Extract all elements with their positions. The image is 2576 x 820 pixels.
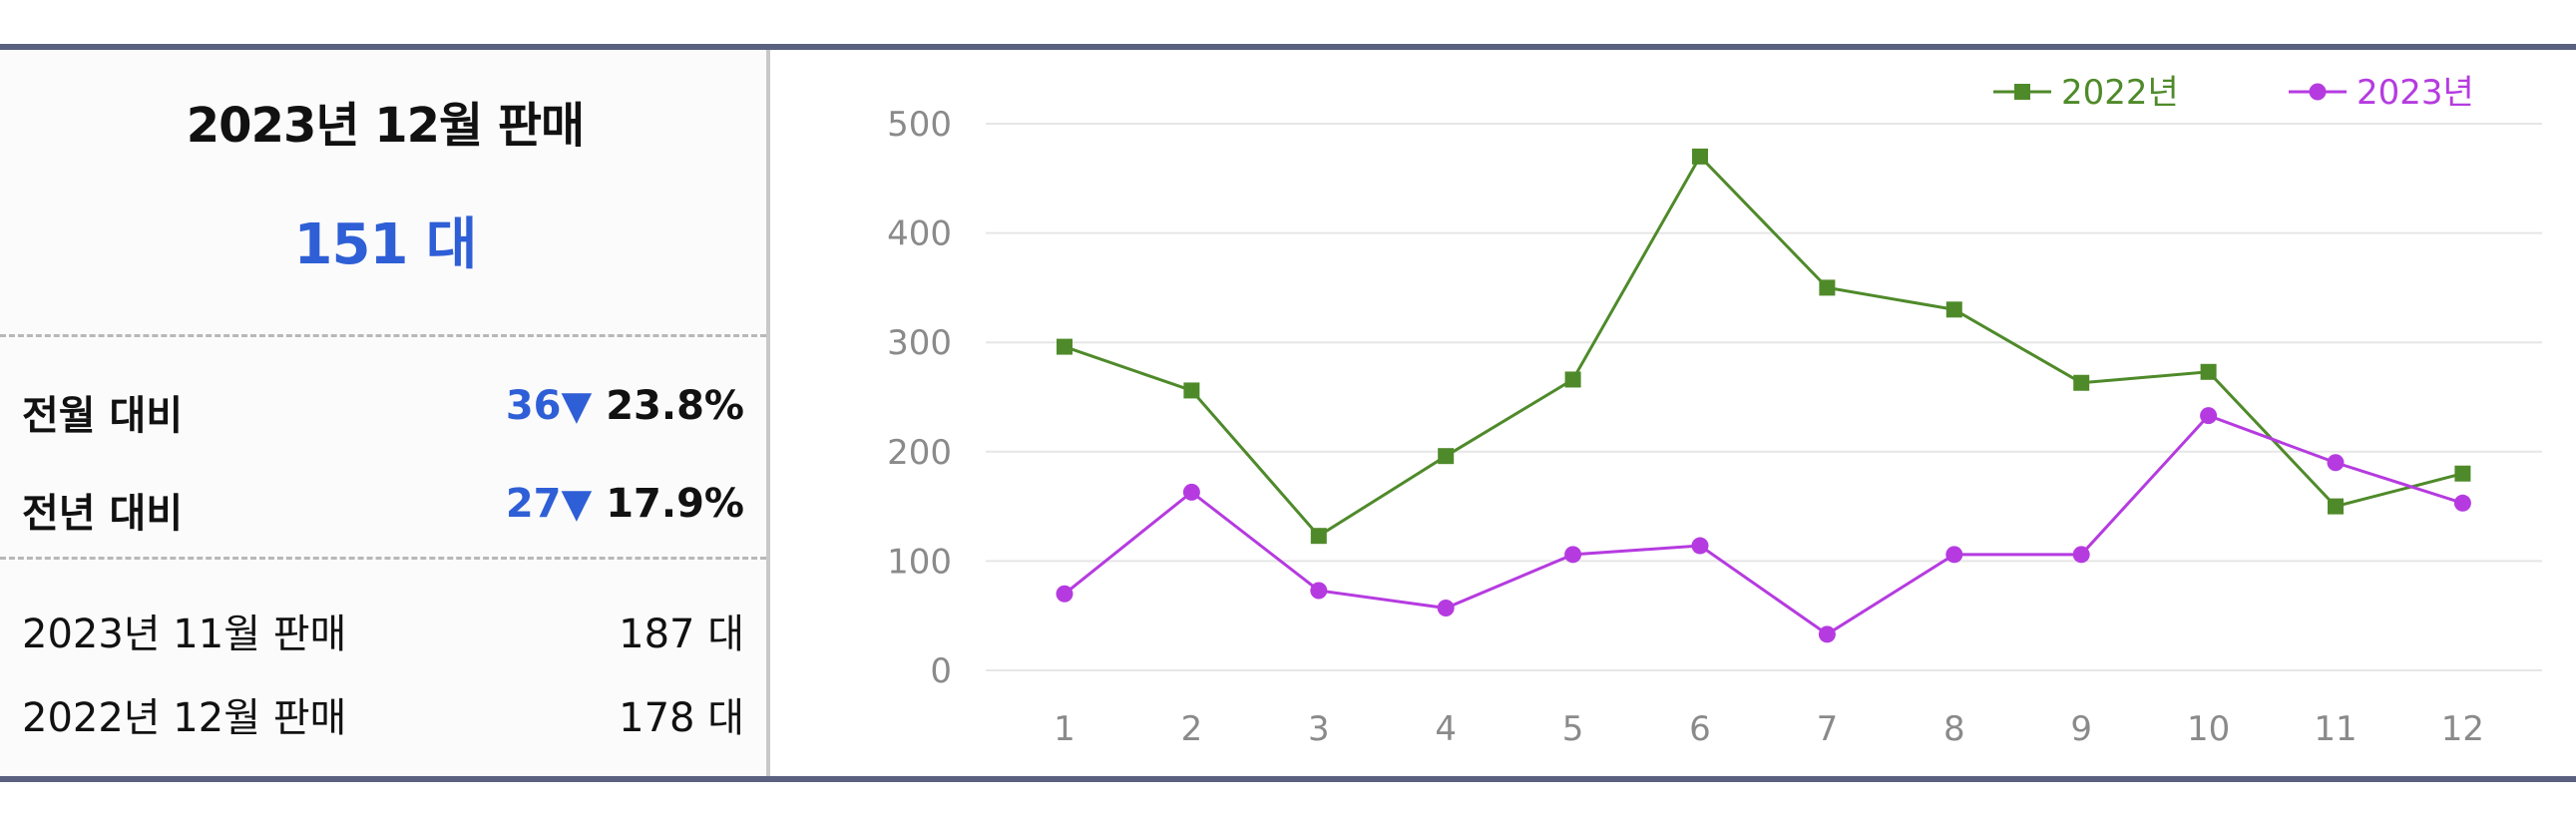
data-point-circle <box>1818 625 1836 643</box>
data-point-circle <box>1564 546 1582 564</box>
y-tick-label: 200 <box>887 433 952 473</box>
x-tick-label: 6 <box>1689 709 1711 749</box>
summary-title: 2023년 12월 판매 <box>186 98 585 154</box>
yoy-row: 전년 대비 27▼ 17.9% <box>0 481 766 541</box>
data-point-circle <box>1056 585 1073 603</box>
x-tick-label: 1 <box>1054 709 1075 749</box>
mom-row: 전월 대비 36▼ 23.8% <box>0 383 766 443</box>
y-tick-label: 300 <box>887 323 952 363</box>
y-tick-label: 500 <box>887 105 952 145</box>
x-tick-label: 11 <box>2314 709 2357 749</box>
data-point-square <box>1183 382 1200 399</box>
yoy-value: 27▼ 17.9% <box>506 481 744 527</box>
series-line-1 <box>1064 154 2463 539</box>
data-point-square <box>1310 528 1327 545</box>
x-tick-label: 8 <box>1943 709 1965 749</box>
x-tick-label: 3 <box>1308 709 1330 749</box>
data-point-square <box>1819 279 1836 296</box>
data-point-circle <box>2200 407 2218 425</box>
x-tick-label: 2 <box>1181 709 1203 749</box>
mom-pct: 23.8% <box>606 383 744 429</box>
series-line-2 <box>1064 413 2463 636</box>
data-point-circle <box>2072 546 2090 564</box>
data-point-square <box>2073 374 2090 391</box>
down-arrow-icon: ▼ <box>561 383 593 429</box>
data-point-square <box>1438 448 1455 465</box>
x-tick-label: 12 <box>2441 709 2484 749</box>
prev-year-value: 178 대 <box>619 695 744 741</box>
prev-month-label: 2023년 11월 판매 <box>22 612 347 657</box>
data-point-square <box>2200 363 2217 380</box>
prev-month-value: 187 대 <box>619 612 744 657</box>
legend-label: 2022년 <box>2061 73 2179 113</box>
current-total: 151 대 <box>293 212 478 277</box>
sales-chart: 0 100 200 300 400 500 1 2 3 4 5 6 7 8 9 10 11 12 2022년 2023… <box>774 50 2576 776</box>
mom-label: 전월 대비 <box>22 393 184 439</box>
prev-year-label: 2022년 12월 판매 <box>22 695 347 741</box>
prev-year-row: 2022년 12월 판매 178 대 <box>0 685 766 745</box>
data-point-square <box>1057 338 1073 355</box>
yoy-pct: 17.9% <box>606 481 744 527</box>
legend-label: 2023년 <box>2357 73 2474 113</box>
data-point-circle <box>1182 483 1200 501</box>
data-point-circle <box>2327 454 2345 472</box>
x-tick-label: 5 <box>1562 709 1584 749</box>
x-tick-label: 9 <box>2070 709 2092 749</box>
data-point-circle <box>2453 494 2471 512</box>
data-point-square <box>1692 148 1708 165</box>
data-point-square <box>2454 465 2471 482</box>
x-tick-label: 7 <box>1817 709 1839 749</box>
yoy-label: 전년 대비 <box>22 491 184 537</box>
legend-marker-square <box>2014 84 2030 100</box>
divider <box>0 557 766 560</box>
x-tick-label: 10 <box>2187 709 2230 749</box>
mom-value: 36▼ 23.8% <box>506 383 744 429</box>
summary-panel: 2023년 12월 판매 151 대 전월 대비 36▼ 23.8% 전년 대비… <box>0 50 770 776</box>
data-point-circle <box>1437 600 1455 617</box>
y-tick-label: 400 <box>887 214 952 254</box>
sales-panel: 2023년 12월 판매 151 대 전월 대비 36▼ 23.8% 전년 대비… <box>0 44 2576 782</box>
divider <box>0 334 766 337</box>
legend-marker-circle <box>2309 83 2327 101</box>
down-arrow-icon: ▼ <box>561 481 593 527</box>
mom-diff: 36 <box>505 383 562 429</box>
data-point-circle <box>1310 582 1328 600</box>
data-point-square <box>2328 498 2344 515</box>
data-point-circle <box>1691 537 1709 555</box>
prev-month-row: 2023년 11월 판매 187 대 <box>0 602 766 661</box>
yoy-diff: 27 <box>505 481 562 527</box>
data-point-square <box>1945 301 1962 318</box>
data-point-square <box>1564 371 1581 388</box>
y-tick-label: 0 <box>930 651 952 691</box>
y-tick-label: 100 <box>887 542 952 582</box>
data-point-circle <box>1945 546 1963 564</box>
x-tick-label: 4 <box>1435 709 1457 749</box>
